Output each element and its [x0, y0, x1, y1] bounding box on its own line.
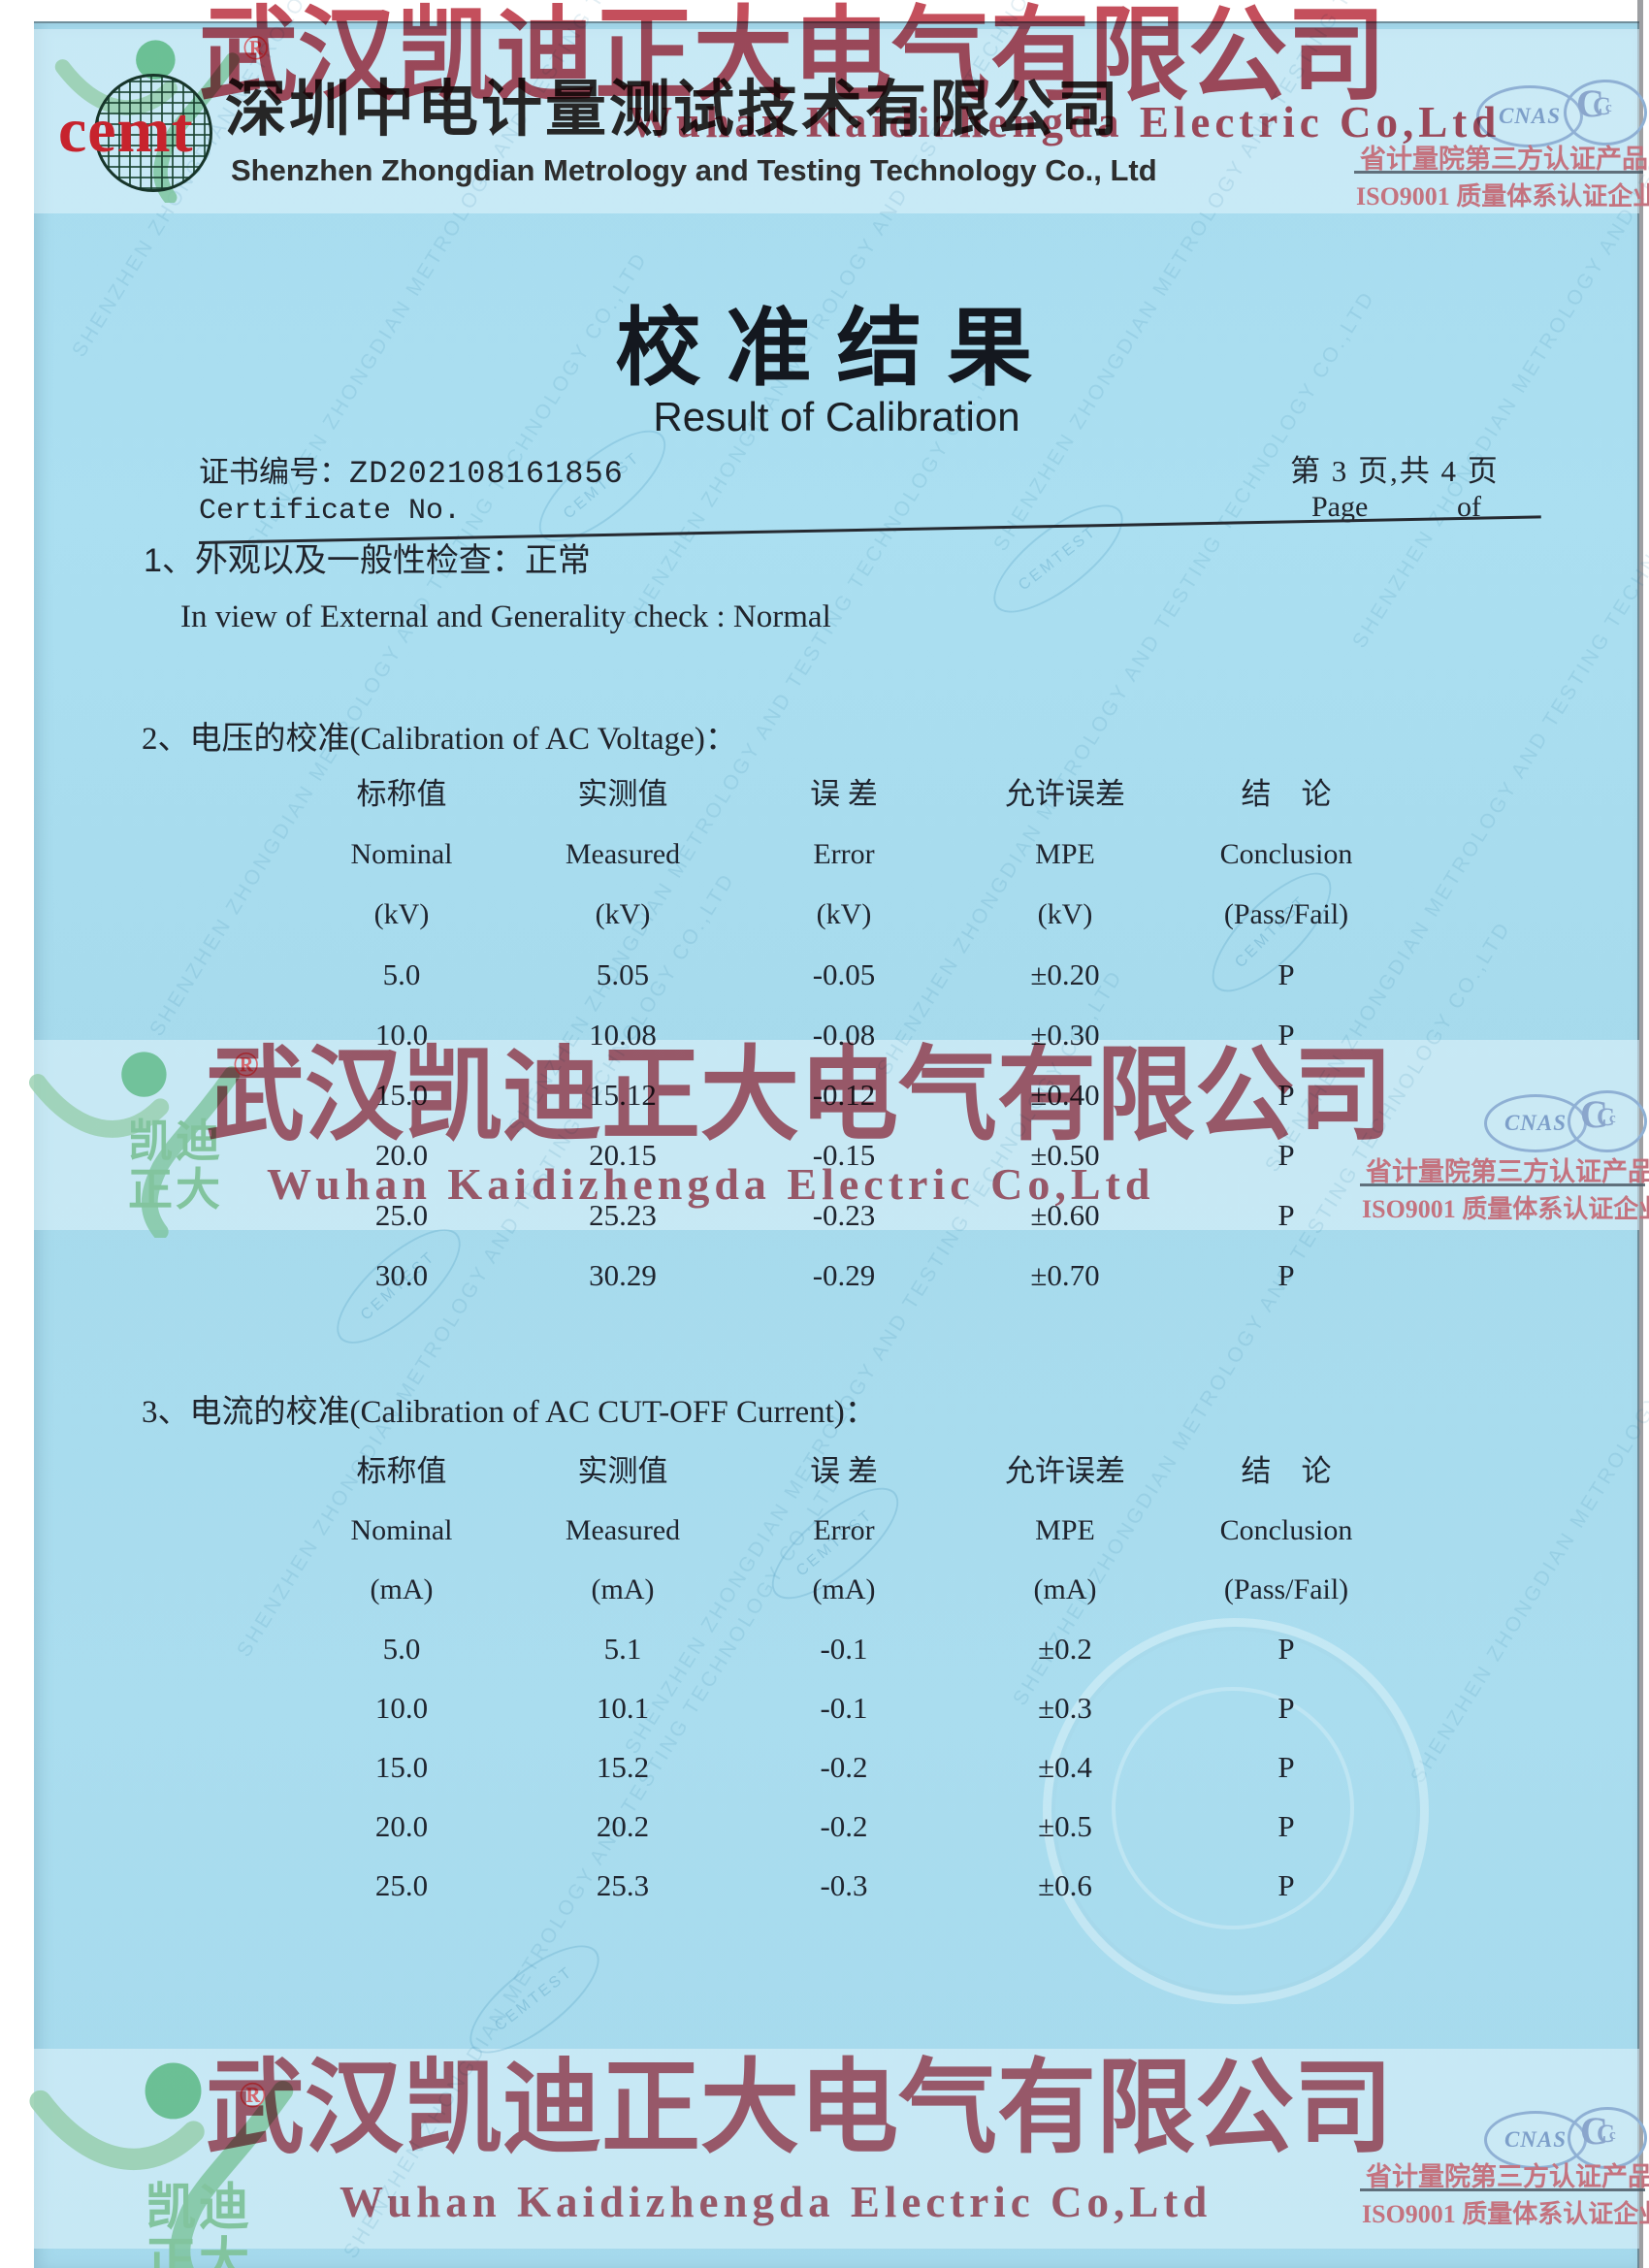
badge-divider	[1354, 171, 1643, 174]
cert-badge-line1: 省计量院第三方认证产品	[1366, 2162, 1649, 2191]
cemt-logo-text: cemt	[58, 95, 194, 166]
company-name-en: Shenzhen Zhongdian Metrology and Testing…	[231, 153, 1157, 187]
table-row: 5.0 5.05 -0.05 ±0.20 P	[382, 957, 1295, 991]
page-title-en: Result of Calibration	[653, 394, 1020, 439]
col-mpe-cn: 允许误差	[1005, 777, 1125, 811]
certificate-label-cn: 证书编号：	[199, 455, 349, 489]
cnas-label: CNAS	[1504, 1111, 1568, 1135]
cert-badge-line2: ISO9001 质量体系认证企业	[1362, 1195, 1649, 1223]
cert-badge-line2: ISO9001 质量体系认证企业	[1356, 182, 1649, 211]
badge-divider	[1360, 2188, 1645, 2191]
col-measured-cn: 实测值	[577, 1454, 668, 1488]
cnas-logo-icon: CNAS	[1476, 85, 1583, 147]
certificate-number: ZD202108161856	[349, 456, 624, 492]
ccc-cert-icon: C C c	[1568, 2107, 1647, 2169]
table-row: 20.0 20.2 -0.2 ±0.5 P	[374, 1809, 1295, 1843]
section2-heading: 2、电压的校准(Calibration of AC Voltage)：	[142, 722, 737, 757]
kaidi-logo-text: 凯迪 正大	[146, 2180, 253, 2268]
section1-heading-en: In view of External and Generality check…	[180, 599, 831, 634]
col-mpe-en: MPE	[1035, 1514, 1095, 1546]
certificate-no-line: 证书编号：ZD202108161856	[199, 447, 624, 492]
registered-trademark-icon: ®	[242, 28, 269, 67]
ccc-cert-icon: C C c	[1568, 1090, 1647, 1152]
registered-trademark-icon: ®	[233, 1045, 259, 1084]
table-row: 15.0 15.12 -0.12 ±0.40 P	[374, 1078, 1295, 1112]
col-conclusion-cn: 结 论	[1241, 777, 1332, 811]
company-name-cn: 深圳中电计量测试技术有限公司	[225, 76, 1121, 144]
table-row: 5.0 5.1 -0.1 ±0.2 P	[382, 1632, 1295, 1666]
watermark-company-en: Wuhan Kaidizhengda Electric Co,Ltd	[267, 1159, 1155, 1209]
cnas-label: CNAS	[1498, 104, 1562, 128]
section1-heading-cn: 1、外观以及一般性检查：正常	[144, 542, 591, 579]
section3-heading: 3、电流的校准(Calibration of AC CUT-OFF Curren…	[142, 1395, 877, 1430]
cnas-logo-icon: CNAS	[1484, 1094, 1587, 1152]
col-measured-en: Measured	[565, 1514, 681, 1546]
embossed-seal-inner-ring	[1112, 1687, 1354, 1929]
table-row: 30.0 30.29 -0.29 ±0.70 P	[374, 1258, 1295, 1292]
table-row: 10.0 10.1 -0.1 ±0.3 P	[374, 1691, 1295, 1725]
light-band	[34, 1040, 1639, 1230]
page-number-cn: 第 3 页,共 4 页	[1290, 454, 1500, 488]
table-row: 25.0 25.3 -0.3 ±0.6 P	[374, 1868, 1295, 1902]
kaidi-figure-icon	[29, 1052, 241, 1238]
ccc-letters: C C c	[1576, 81, 1612, 125]
light-band	[34, 2049, 1639, 2249]
col-measured-en: Measured	[565, 838, 681, 870]
table-row: 25.0 25.23 -0.23 ±0.60 P	[374, 1198, 1295, 1232]
voltage-table-header-cn: 标称值 实测值 误 差 允许误差 结 论	[291, 764, 1397, 825]
col-nominal-en: Nominal	[350, 838, 453, 870]
kaidi-logo-text: 凯迪 正大	[128, 1116, 223, 1215]
ccc-cert-icon: C C c	[1564, 80, 1647, 146]
page-label: Page	[1311, 491, 1369, 523]
col-conclusion-en: Conclusion	[1219, 1514, 1353, 1546]
cert-badge-line2: ISO9001 质量体系认证企业	[1362, 2200, 1649, 2228]
current-table-units: (mA) (mA) (mA) (mA) (Pass/Fail)	[370, 1573, 1349, 1605]
col-nominal-en: Nominal	[350, 1514, 453, 1546]
col-mpe-en: MPE	[1035, 838, 1095, 870]
voltage-table-header-en: Nominal Measured Error MPE Conclusion	[291, 825, 1397, 885]
col-error-cn: 误 差	[810, 777, 878, 811]
col-conclusion-en: Conclusion	[1219, 838, 1353, 870]
cert-badge-line1: 省计量院第三方认证产品	[1366, 1157, 1649, 1186]
table-row: 15.0 15.2 -0.2 ±0.4 P	[374, 1750, 1295, 1784]
watermark-company-cn: 武汉凯迪正大电气有限公司	[206, 1039, 1393, 1154]
current-table: 标称值 实测值 误 差 允许误差 结 论 Nominal Measured Er…	[291, 1442, 1397, 1915]
ccc-letters: C C c	[1580, 2109, 1616, 2153]
watermark-company-cn: 武汉凯迪正大电气有限公司	[206, 2052, 1393, 2167]
cnas-label: CNAS	[1504, 2127, 1568, 2152]
badge-divider	[1360, 1183, 1645, 1186]
light-band	[34, 29, 1639, 213]
col-nominal-cn: 标称值	[356, 1454, 447, 1488]
col-error-en: Error	[813, 1514, 875, 1546]
col-conclusion-cn: 结 论	[1241, 1454, 1332, 1488]
embossed-seal-icon	[1043, 1618, 1429, 2004]
cemt-wafer-icon	[94, 74, 212, 192]
voltage-table-units: (kV) (kV) (kV) (kV) (Pass/Fail)	[373, 898, 1349, 930]
col-mpe-cn: 允许误差	[1005, 1454, 1125, 1488]
page-title-cn: 校准结果	[615, 303, 1058, 397]
current-table-header-en: Nominal Measured Error MPE Conclusion	[291, 1501, 1397, 1560]
col-nominal-cn: 标称值	[356, 777, 447, 811]
cert-badge-line1: 省计量院第三方认证产品	[1360, 145, 1648, 174]
watermark-company-en: Wuhan Kaidizhengda Electric Co,Ltd	[340, 2178, 1212, 2226]
watermark-company-en: Wuhan Kaidizhengda Electric Co,Ltd	[629, 98, 1502, 146]
current-table-header-cn: 标称值 实测值 误 差 允许误差 结 论	[291, 1442, 1397, 1501]
voltage-table: 标称值 实测值 误 差 允许误差 结 论 Nominal Measured Er…	[291, 764, 1397, 1306]
col-measured-cn: 实测值	[577, 777, 668, 811]
certificate-label-en: Certificate No.	[199, 495, 462, 528]
table-row: 20.0 20.15 -0.15 ±0.50 P	[374, 1138, 1295, 1172]
col-error-cn: 误 差	[810, 1454, 878, 1488]
registered-trademark-icon: ®	[239, 2075, 267, 2116]
table-row: 10.0 10.08 -0.08 ±0.30 P	[374, 1018, 1295, 1052]
col-error-en: Error	[813, 838, 875, 870]
kaidi-figure-icon	[29, 2062, 294, 2268]
ccc-letters: C C c	[1580, 1092, 1616, 1136]
watermark-company-cn: 武汉凯迪正大电气有限公司	[199, 0, 1386, 114]
